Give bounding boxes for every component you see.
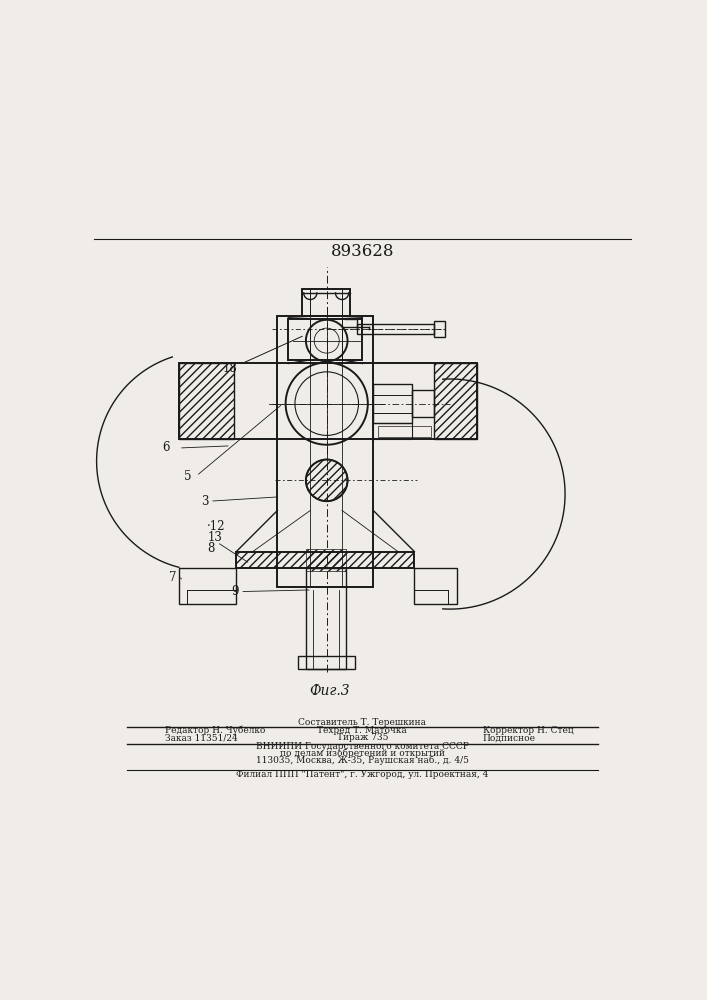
Bar <box>306 549 346 571</box>
Text: Корректор Н. Стец: Корректор Н. Стец <box>483 726 573 735</box>
Text: по делам изобретений и открытий: по делам изобретений и открытий <box>280 748 445 758</box>
Bar <box>298 656 355 669</box>
Bar <box>433 321 445 337</box>
Text: ВНИИПИ Государственного комитета СССР: ВНИИПИ Государственного комитета СССР <box>256 742 469 751</box>
Bar <box>302 289 350 316</box>
Bar <box>414 568 457 604</box>
Text: Техред Т. Маточка: Техред Т. Маточка <box>317 726 407 735</box>
Text: 13: 13 <box>207 531 222 544</box>
Text: ·12: ·12 <box>207 520 226 533</box>
Bar <box>179 363 233 439</box>
Text: Тираж 735: Тираж 735 <box>337 733 388 742</box>
Bar <box>179 363 477 439</box>
Text: Составитель Т. Терешкина: Составитель Т. Терешкина <box>298 718 426 727</box>
Bar <box>411 390 433 417</box>
Text: 8: 8 <box>207 542 215 555</box>
Text: 18: 18 <box>223 336 303 375</box>
Text: 893628: 893628 <box>331 243 394 260</box>
Bar <box>433 363 477 439</box>
Bar <box>277 316 373 587</box>
Text: 5: 5 <box>185 470 192 483</box>
Text: Подписное: Подписное <box>483 733 536 742</box>
Text: 113035, Москва, Ж-35, Раушская наб., д. 4/5: 113035, Москва, Ж-35, Раушская наб., д. … <box>256 756 469 765</box>
Bar <box>378 426 431 437</box>
Text: 3: 3 <box>201 495 208 508</box>
Bar <box>373 423 411 439</box>
Bar <box>236 552 414 568</box>
Text: Филиал ППП "Патент", г. Ужгород, ул. Проектная, 4: Филиал ППП "Патент", г. Ужгород, ул. Про… <box>236 770 489 779</box>
Text: Заказ 11351/24: Заказ 11351/24 <box>165 733 238 742</box>
Bar <box>288 319 363 360</box>
Bar <box>179 568 236 604</box>
Bar <box>306 568 346 669</box>
Bar <box>373 384 411 423</box>
Text: 6: 6 <box>163 441 170 454</box>
Text: Фиг.3: Фиг.3 <box>309 684 350 698</box>
Text: 7: 7 <box>170 571 177 584</box>
Text: Редактор Н. Чубелко: Редактор Н. Чубелко <box>165 726 265 735</box>
Bar <box>357 324 433 334</box>
Text: 9: 9 <box>231 585 238 598</box>
